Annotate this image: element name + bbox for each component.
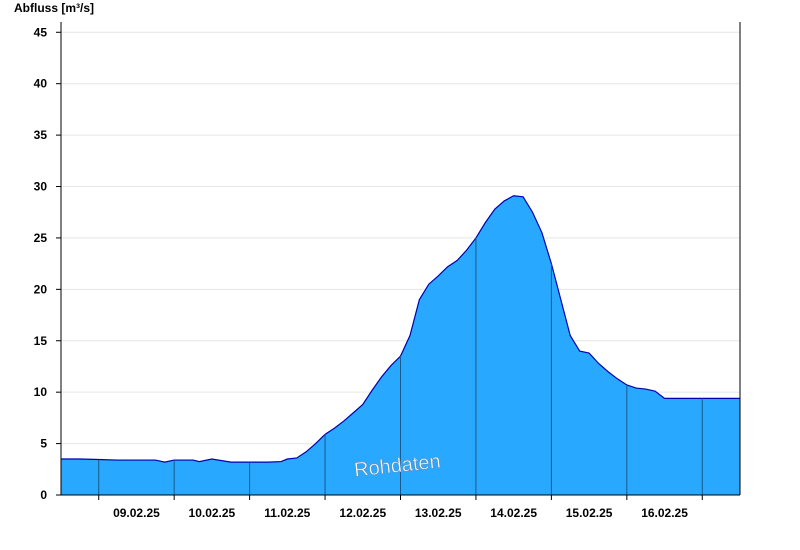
y-tick-label: 30 — [34, 180, 48, 194]
x-tick-label: 09.02.25 — [113, 506, 160, 520]
y-tick-label: 15 — [34, 334, 48, 348]
x-tick-label: 14.02.25 — [490, 506, 537, 520]
x-tick-label: 12.02.25 — [339, 506, 386, 520]
y-tick-label: 10 — [34, 385, 48, 399]
x-tick-label: 10.02.25 — [189, 506, 236, 520]
day-separators — [98, 237, 703, 495]
y-tick-label: 25 — [34, 231, 48, 245]
x-ticks: 09.02.25 10.02.25 11.02.25 12.02.25 13.02.25… — [98, 495, 703, 520]
discharge-area — [61, 195, 740, 495]
y-axis-title: Abfluss [m³/s] — [14, 1, 95, 15]
y-tick-label: 35 — [34, 128, 48, 142]
y-tick-label: 20 — [34, 282, 48, 296]
y-tick-label: 40 — [34, 77, 48, 91]
x-tick-label: 11.02.25 — [264, 506, 310, 520]
y-tick-label: 0 — [40, 488, 47, 502]
y-tick-label: 45 — [34, 25, 48, 39]
y-tick-label: 5 — [40, 437, 47, 451]
x-tick-label: 15.02.25 — [566, 506, 613, 520]
x-tick-label: 13.02.25 — [415, 506, 462, 520]
y-ticks: 0 5 10 15 20 25 30 35 40 45 — [34, 25, 61, 502]
discharge-line — [61, 195, 740, 463]
x-tick-label: 16.02.25 — [641, 506, 688, 520]
